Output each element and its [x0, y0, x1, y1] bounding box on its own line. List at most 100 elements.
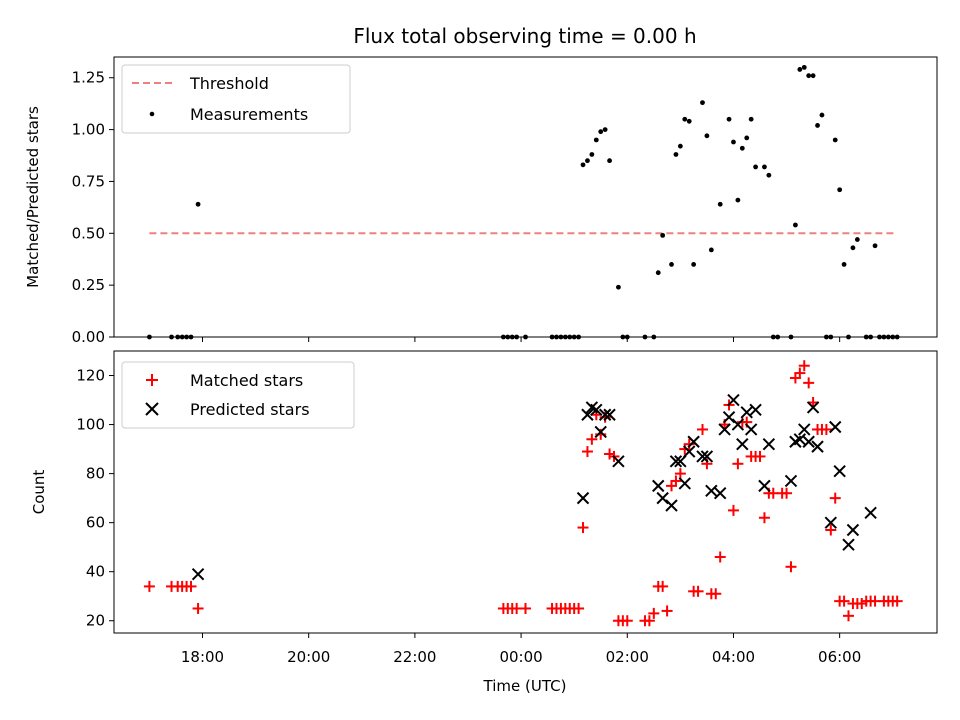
bottom-marks [143, 360, 903, 627]
matched-star-point [670, 475, 682, 487]
predicted-star-point [744, 423, 758, 436]
measurement-point [731, 139, 736, 145]
measurement-point [797, 67, 803, 72]
predicted-star-point [811, 440, 824, 453]
matched-star-point [714, 551, 726, 563]
matched-star-point [794, 367, 806, 379]
measurement-point [766, 172, 772, 178]
predicted-star-point [705, 484, 718, 497]
predicted-star-point [762, 437, 776, 451]
predicted-star-point [727, 393, 740, 407]
predicted-star-point [683, 445, 696, 458]
matched-star-point [829, 492, 841, 504]
measurement-point [801, 64, 807, 70]
predicted-star-point [824, 516, 838, 529]
xtick-label: 20:00 [287, 648, 330, 666]
measurement-point [819, 112, 825, 118]
measurement-point [598, 129, 604, 135]
matched-star-point [803, 377, 815, 389]
legend-predicted-label: Predicted stars [190, 400, 310, 419]
matched-star-point [520, 602, 531, 614]
top-ytick-label: 1.25 [72, 69, 105, 87]
matched-star-point [143, 580, 155, 592]
matched-star-point [710, 588, 722, 600]
matched-star-point [785, 561, 797, 573]
matched-star-point [781, 487, 793, 499]
xtick-label: 00:00 [499, 648, 542, 666]
bottom-ytick-label: 20 [86, 612, 105, 630]
measurement-point [655, 270, 661, 276]
top-axes-frame [113, 56, 938, 338]
predicted-star-point [731, 418, 745, 431]
matched-star-point [661, 605, 673, 617]
matched-star-point [185, 580, 197, 592]
bottom-ytick-label: 120 [76, 367, 105, 385]
measurement-point [832, 137, 838, 143]
matched-star-point [674, 468, 686, 480]
measurement-point [602, 127, 608, 132]
measurement-point [195, 201, 201, 207]
matched-star-point [727, 504, 739, 516]
xtick-label: 18:00 [181, 648, 224, 666]
measurement-point [735, 197, 741, 203]
matched-star-point [621, 615, 633, 627]
measurement-point [726, 116, 732, 122]
bottom-x-ticks: 18:00 20:00 22:00 00:00 02:00 04:00 06:00 [181, 633, 861, 666]
x-axis-title: Time (UTC) [483, 677, 567, 695]
matched-star-point [758, 512, 770, 524]
predicted-star-point [784, 474, 798, 488]
predicted-star-point [687, 435, 700, 448]
predicted-star-point [793, 433, 807, 446]
top-ytick-label: 0.00 [72, 328, 105, 346]
top-panel: Flux total observing time = 0.00 h 0.000… [24, 24, 938, 346]
measurement-point [589, 152, 595, 157]
measurement-point [793, 222, 798, 228]
measurement-point [682, 116, 688, 122]
legend-measurements-swatch [149, 111, 155, 117]
measurement-point [593, 137, 599, 143]
legend-measurements-label: Measurements [190, 105, 308, 124]
predicted-star-point [652, 479, 665, 493]
matched-star-point [696, 423, 708, 435]
predicted-star-point [713, 487, 727, 500]
bottom-y-ticks: 20 40 60 80 100 120 [76, 367, 114, 630]
measurement-point [660, 232, 666, 238]
measurement-point [854, 237, 860, 242]
predicted-star-point [740, 406, 753, 419]
predicted-star-point [864, 506, 877, 520]
matched-star-point [891, 595, 903, 607]
bottom-ytick-label: 60 [86, 514, 105, 532]
measurement-point [616, 284, 621, 290]
bottom-ytick-label: 80 [86, 465, 105, 483]
predicted-star-point [798, 423, 811, 436]
measurement-point [691, 262, 697, 267]
predicted-star-point [656, 491, 669, 505]
matched-star-point [843, 610, 855, 622]
top-legend-box [121, 64, 351, 134]
measurement-point [669, 262, 674, 267]
predicted-star-point [718, 423, 731, 436]
matched-star-point [192, 602, 204, 614]
predicted-star-point [833, 464, 846, 478]
bottom-axes-frame [113, 350, 938, 634]
predicted-star-point [191, 567, 205, 581]
predicted-star-point [802, 435, 815, 448]
measurement-point [753, 164, 758, 170]
predicted-star-point [700, 450, 714, 463]
measurement-point [841, 262, 847, 267]
matched-star-point [577, 522, 589, 534]
legend-matched-label: Matched stars [190, 371, 303, 390]
bottom-ytick-label: 40 [86, 563, 105, 581]
measurement-point [810, 73, 816, 79]
matched-star-point [754, 450, 766, 462]
xtick-label: 06:00 [818, 648, 861, 666]
top-y-axis-title: Matched/Predicted stars [24, 106, 42, 288]
measurement-point [607, 158, 612, 164]
predicted-star-point [669, 455, 683, 468]
predicted-star-point [749, 403, 762, 417]
bottom-y-axis-title: Count [30, 470, 48, 515]
top-legend: Threshold Measurements [121, 64, 351, 134]
measurement-point [717, 201, 723, 207]
measurement-point [580, 162, 586, 168]
